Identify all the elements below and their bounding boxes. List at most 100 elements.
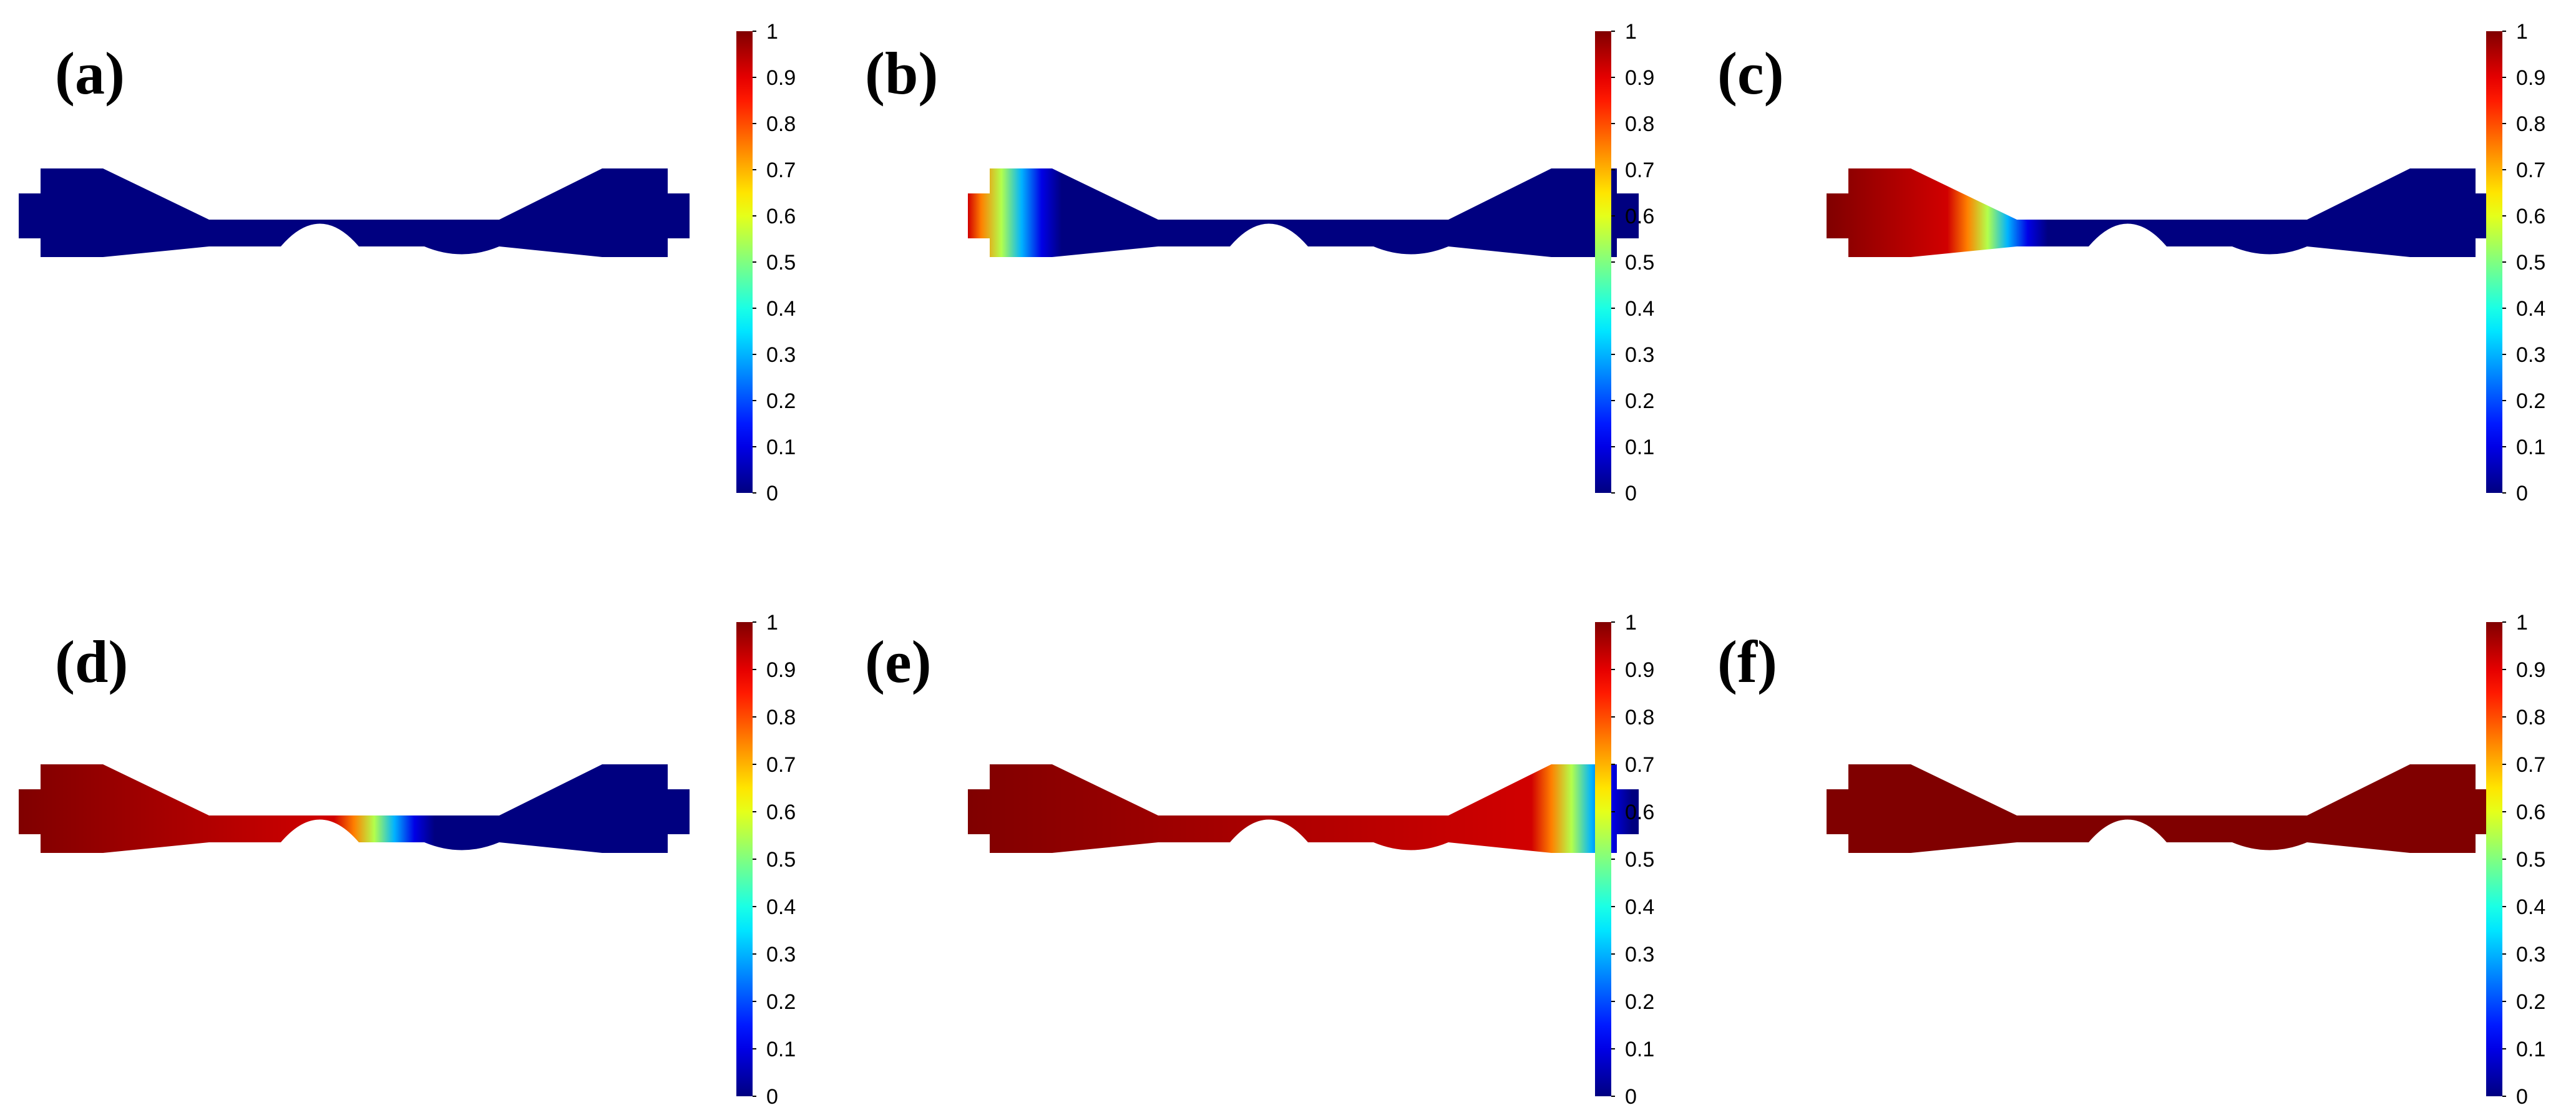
panel-a: (a) 0 0.1 0.2 0.3 0.4 0.5 0.6 0.7 0.8 0.9 1 <box>0 0 859 552</box>
panel-c: (c) 0 0.1 0.2 0.3 0.4 0.5 0.6 0.7 0.8 0.9 1 <box>1717 0 2576 552</box>
colorbar-tick-label: 0.8 <box>766 706 796 729</box>
colorbar-tick-label: 1 <box>766 611 778 635</box>
colorbar-tick-label: 0 <box>2516 1085 2528 1104</box>
colorbar: 0 0.1 0.2 0.3 0.4 0.5 0.6 0.7 0.8 0.9 1 <box>736 611 796 1104</box>
colorbar-tick-label: 0 <box>766 1085 778 1104</box>
panel-label: (b) <box>865 40 939 107</box>
colorbar-tick-label: 0.7 <box>1625 158 1654 182</box>
colorbar-tick-label: 0.4 <box>1625 297 1654 321</box>
colorbar-tick-label: 0.6 <box>1625 801 1654 824</box>
panel-label: (a) <box>55 40 125 107</box>
concentration-field <box>968 168 1639 257</box>
colorbar-tick-label: 0.4 <box>766 895 796 919</box>
colorbar-tick-label: 0.4 <box>1625 895 1654 919</box>
colorbar-tick-label: 0.1 <box>766 436 796 459</box>
colorbar-tick-label: 0.3 <box>766 943 796 966</box>
colorbar-tick-label: 1 <box>2516 611 2528 635</box>
colorbar-tick-label: 0.5 <box>766 251 796 275</box>
colorbar-tick-label: 0.1 <box>2516 1038 2545 1061</box>
panel-b: (b) 0 0.1 0.2 0.3 0.4 0.5 0.6 0.7 0.8 0.9 1 <box>859 0 1717 552</box>
colorbar-tick-label: 0 <box>1625 482 1637 505</box>
panel-label: (f) <box>1717 628 1777 695</box>
panel-f: (f) 0 0.1 0.2 0.3 0.4 0.5 0.6 0.7 0.8 0.9 1 <box>1717 552 2576 1104</box>
colorbar-scale <box>2486 31 2502 493</box>
colorbar-tick-label: 0.1 <box>2516 436 2545 459</box>
colorbar-tick-label: 0.8 <box>2516 706 2545 729</box>
colorbar-tick-label: 0.7 <box>766 753 796 777</box>
colorbar: 0 0.1 0.2 0.3 0.4 0.5 0.6 0.7 0.8 0.9 1 <box>2486 611 2545 1104</box>
concentration-field <box>1827 764 2497 853</box>
colorbar-tick-label: 0.9 <box>766 658 796 682</box>
channel-geometry <box>19 168 690 257</box>
colorbar-scale <box>736 622 753 1096</box>
panel-label: (d) <box>55 628 129 695</box>
concentration-field <box>1827 168 2497 257</box>
colorbar-tick-label: 0.5 <box>1625 251 1654 275</box>
panel-e: (e) 0 0.1 0.2 0.3 0.4 0.5 0.6 0.7 0.8 0.9 1 <box>859 552 1717 1104</box>
colorbar-tick-label: 0.7 <box>1625 753 1654 777</box>
colorbar-tick-label: 0.3 <box>1625 943 1654 966</box>
colorbar-tick-label: 0.3 <box>1625 343 1654 367</box>
colorbar-tick-label: 0.1 <box>1625 1038 1654 1061</box>
colorbar-tick-label: 0.5 <box>766 848 796 872</box>
colorbar: 0 0.1 0.2 0.3 0.4 0.5 0.6 0.7 0.8 0.9 1 <box>736 20 796 505</box>
concentration-field <box>968 764 1639 853</box>
colorbar-scale <box>736 31 753 493</box>
colorbar-tick-label: 0.5 <box>1625 848 1654 872</box>
colorbar: 0 0.1 0.2 0.3 0.4 0.5 0.6 0.7 0.8 0.9 1 <box>1595 611 1654 1104</box>
colorbar-tick-label: 0.6 <box>2516 801 2545 824</box>
colorbar-tick-label: 0.6 <box>766 205 796 228</box>
colorbar-tick-label: 0 <box>1625 1085 1637 1104</box>
channel-geometry <box>1827 764 2497 853</box>
colorbar-tick-label: 0.8 <box>766 112 796 136</box>
colorbar-tick-label: 0.8 <box>1625 706 1654 729</box>
colorbar-tick-label: 0.7 <box>2516 753 2545 777</box>
colorbar-tick-label: 0.9 <box>2516 66 2545 90</box>
panel-label: (e) <box>865 628 932 695</box>
colorbar: 0 0.1 0.2 0.3 0.4 0.5 0.6 0.7 0.8 0.9 1 <box>2486 20 2545 505</box>
colorbar-tick-label: 0.6 <box>766 801 796 824</box>
concentration-field <box>19 764 690 853</box>
colorbar-scale <box>2486 622 2502 1096</box>
colorbar-tick-label: 0.9 <box>1625 66 1654 90</box>
concentration-field <box>19 168 690 257</box>
colorbar-tick-label: 0.7 <box>2516 158 2545 182</box>
colorbar-scale <box>1595 31 1611 493</box>
colorbar-tick-label: 0.6 <box>1625 205 1654 228</box>
colorbar-tick-label: 0.2 <box>766 990 796 1014</box>
colorbar-tick-label: 1 <box>1625 20 1637 44</box>
channel-geometry <box>968 764 1639 853</box>
colorbar-tick-label: 0.5 <box>2516 848 2545 872</box>
colorbar: 0 0.1 0.2 0.3 0.4 0.5 0.6 0.7 0.8 0.9 1 <box>1595 20 1654 505</box>
colorbar-tick-label: 0.1 <box>1625 436 1654 459</box>
colorbar-tick-label: 0.3 <box>766 343 796 367</box>
colorbar-tick-label: 0 <box>766 482 778 505</box>
colorbar-tick-label: 0.2 <box>1625 990 1654 1014</box>
colorbar-tick-label: 0.2 <box>2516 990 2545 1014</box>
colorbar-tick-label: 0.9 <box>766 66 796 90</box>
colorbar-tick-label: 0.9 <box>2516 658 2545 682</box>
colorbar-tick-label: 0.7 <box>766 158 796 182</box>
colorbar-tick-label: 0.2 <box>1625 389 1654 413</box>
colorbar-scale <box>1595 622 1611 1096</box>
colorbar-tick-label: 0.6 <box>2516 205 2545 228</box>
colorbar-tick-label: 0.8 <box>2516 112 2545 136</box>
colorbar-tick-label: 0.4 <box>766 297 796 321</box>
colorbar-tick-label: 0.4 <box>2516 297 2545 321</box>
panel-d: (d) 0 0.1 0.2 0.3 0.4 0.5 0.6 0.7 0.8 0.9 1 <box>0 552 859 1104</box>
channel-geometry <box>1827 168 2497 257</box>
colorbar-tick-label: 0.2 <box>766 389 796 413</box>
colorbar-tick-label: 1 <box>1625 611 1637 635</box>
colorbar-tick-label: 1 <box>2516 20 2528 44</box>
colorbar-tick-label: 0.3 <box>2516 943 2545 966</box>
colorbar-tick-label: 1 <box>766 20 778 44</box>
colorbar-tick-label: 0 <box>2516 482 2528 505</box>
colorbar-tick-label: 0.2 <box>2516 389 2545 413</box>
channel-geometry <box>19 764 690 853</box>
colorbar-tick-label: 0.4 <box>2516 895 2545 919</box>
channel-geometry <box>968 168 1639 257</box>
colorbar-tick-label: 0.8 <box>1625 112 1654 136</box>
colorbar-tick-label: 0.1 <box>766 1038 796 1061</box>
colorbar-tick-label: 0.5 <box>2516 251 2545 275</box>
panel-label: (c) <box>1717 40 1784 107</box>
